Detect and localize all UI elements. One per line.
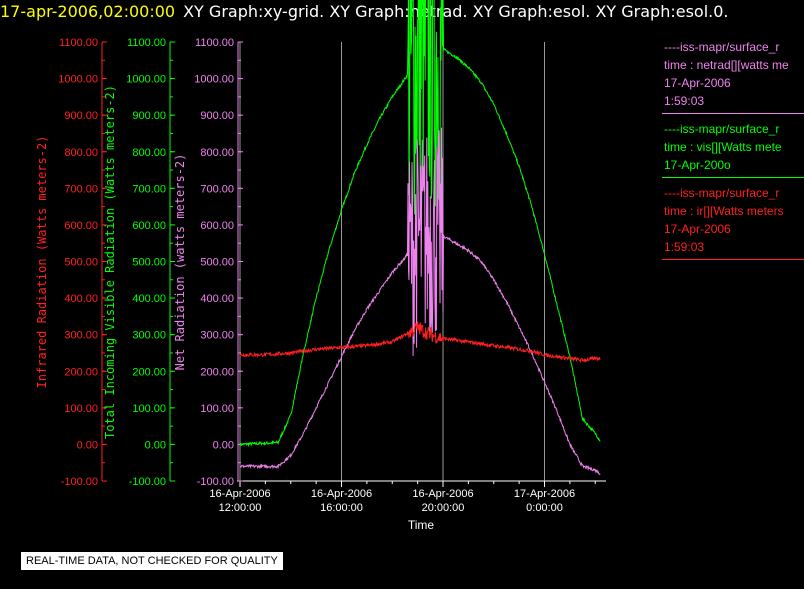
- y-axis-title-2: Net Radiation (watts meters-2): [173, 154, 187, 371]
- y-tick-label-2: 100.00: [200, 403, 234, 415]
- legend-entry-0-line-3: 1:59:03: [664, 94, 705, 108]
- y-tick-label-0: 1100.00: [59, 37, 98, 49]
- x-tick-time-3: 0:00:00: [526, 502, 563, 514]
- y-tick-label-2: 200.00: [200, 366, 234, 378]
- y-tick-label-0: 700.00: [64, 183, 98, 195]
- y-tick-label-0: 200.00: [64, 366, 98, 378]
- legend-separator-0: [662, 113, 804, 114]
- x-tick-time-0: 12:00:00: [219, 502, 262, 514]
- y-tick-label-0: -100.00: [61, 476, 98, 488]
- legend-separator-1: [662, 177, 804, 178]
- x-tick-label-1: 16-Apr-2006: [311, 488, 372, 500]
- y-tick-label-2: 0.00: [213, 439, 234, 451]
- y-tick-label-0: 100.00: [64, 403, 98, 415]
- y-tick-label-2: 500.00: [200, 257, 234, 269]
- legend-entry-1-line-0: ----iss-mapr/surface_r: [664, 122, 780, 136]
- y-tick-label-1: 200.00: [132, 366, 166, 378]
- title-graphs: XY Graph:xy-grid. XY Graph:netrad. XY Gr…: [183, 2, 729, 21]
- y-tick-label-2: 1000.00: [194, 74, 234, 86]
- y-axis-title-1: Total Incoming Visible Radiation (Watts …: [103, 85, 117, 439]
- x-tick-label-0: 16-Apr-2006: [209, 488, 270, 500]
- x-axis-label: Time: [408, 518, 435, 532]
- legend-entry-1-line-1: time : vis[][Watts mete: [664, 140, 782, 154]
- y-tick-label-0: 600.00: [64, 220, 98, 232]
- y-tick-label-0: 0.00: [77, 439, 98, 451]
- y-tick-label-1: 900.00: [132, 110, 166, 122]
- y-tick-label-2: 900.00: [200, 110, 234, 122]
- y-tick-label-1: 400.00: [132, 293, 166, 305]
- x-tick-time-2: 20:00:00: [422, 502, 465, 514]
- y-tick-label-1: 300.00: [132, 330, 166, 342]
- legend-separator-2: [662, 259, 804, 260]
- y-tick-label-0: 900.00: [64, 110, 98, 122]
- y-tick-label-2: 600.00: [200, 220, 234, 232]
- series-line-netrad: [239, 127, 601, 475]
- y-axis-title-0: Infrared Radiation (Watts meters-2): [35, 136, 49, 389]
- title-bar: 17-apr-2006,02:00:00 XY Graph:xy-grid. XY…: [0, 2, 729, 24]
- y-tick-label-0: 1000.00: [58, 74, 98, 86]
- y-tick-label-2: 800.00: [200, 147, 234, 159]
- y-tick-label-1: 100.00: [132, 403, 166, 415]
- y-tick-label-0: 500.00: [64, 257, 98, 269]
- y-tick-label-0: 400.00: [64, 293, 98, 305]
- series-line-ir: [239, 321, 601, 363]
- title-date: 17-apr-2006,02:00:00: [0, 2, 176, 21]
- x-tick-label-2: 16-Apr-2006: [412, 488, 473, 500]
- y-tick-label-1: 1100.00: [127, 37, 166, 49]
- y-tick-label-1: 500.00: [132, 257, 166, 269]
- y-tick-label-2: 700.00: [200, 183, 234, 195]
- legend-entry-2-line-2: 17-Apr-2006: [664, 222, 731, 236]
- legend-entry-0-line-1: time : netrad[][watts me: [664, 58, 789, 72]
- legend-entry-0-line-0: ----iss-mapr/surface_r: [664, 40, 780, 54]
- y-tick-label-1: 600.00: [132, 220, 166, 232]
- y-tick-label-2: 1100.00: [195, 37, 234, 49]
- y-tick-label-2: 400.00: [200, 293, 234, 305]
- x-tick-label-3: 17-Apr-2006: [514, 488, 575, 500]
- y-tick-label-2: 300.00: [200, 330, 234, 342]
- y-tick-label-1: -100.00: [129, 476, 166, 488]
- legend-entry-0-line-2: 17-Apr-2006: [664, 76, 731, 90]
- y-tick-label-0: 300.00: [64, 330, 98, 342]
- y-tick-label-1: 1000.00: [126, 74, 166, 86]
- legend-entry-2-line-1: time : ir[][Watts meters: [664, 204, 784, 218]
- legend-entry-1-line-2: 17-Apr-200o: [664, 158, 731, 172]
- x-tick-time-1: 16:00:00: [320, 502, 363, 514]
- y-tick-label-2: -100.00: [197, 476, 234, 488]
- y-tick-label-0: 800.00: [64, 147, 98, 159]
- y-tick-label-1: 800.00: [132, 147, 166, 159]
- y-tick-label-1: 700.00: [132, 183, 166, 195]
- legend-entry-2-line-0: ----iss-mapr/surface_r: [664, 186, 780, 200]
- legend-entry-2-line-3: 1:59:03: [664, 240, 705, 254]
- y-tick-label-1: 0.00: [145, 439, 166, 451]
- quality-notice: REAL-TIME DATA, NOT CHECKED FOR QUALITY: [20, 551, 284, 571]
